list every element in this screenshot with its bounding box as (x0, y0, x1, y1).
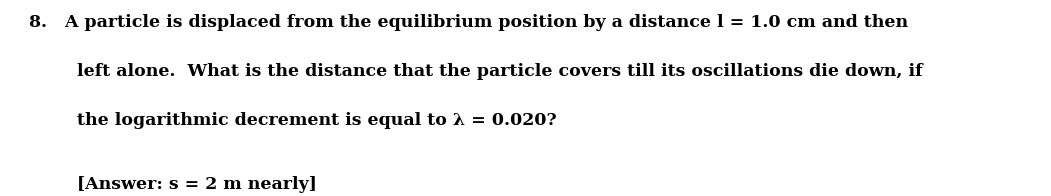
Text: 8.   A particle is displaced from the equilibrium position by a distance l = 1.0: 8. A particle is displaced from the equi… (29, 14, 908, 31)
Text: [Answer: s = 2 m nearly]: [Answer: s = 2 m nearly] (77, 176, 316, 193)
Text: the logarithmic decrement is equal to λ = 0.020?: the logarithmic decrement is equal to λ … (77, 112, 556, 129)
Text: left alone.  What is the distance that the particle covers till its oscillations: left alone. What is the distance that th… (77, 63, 923, 80)
